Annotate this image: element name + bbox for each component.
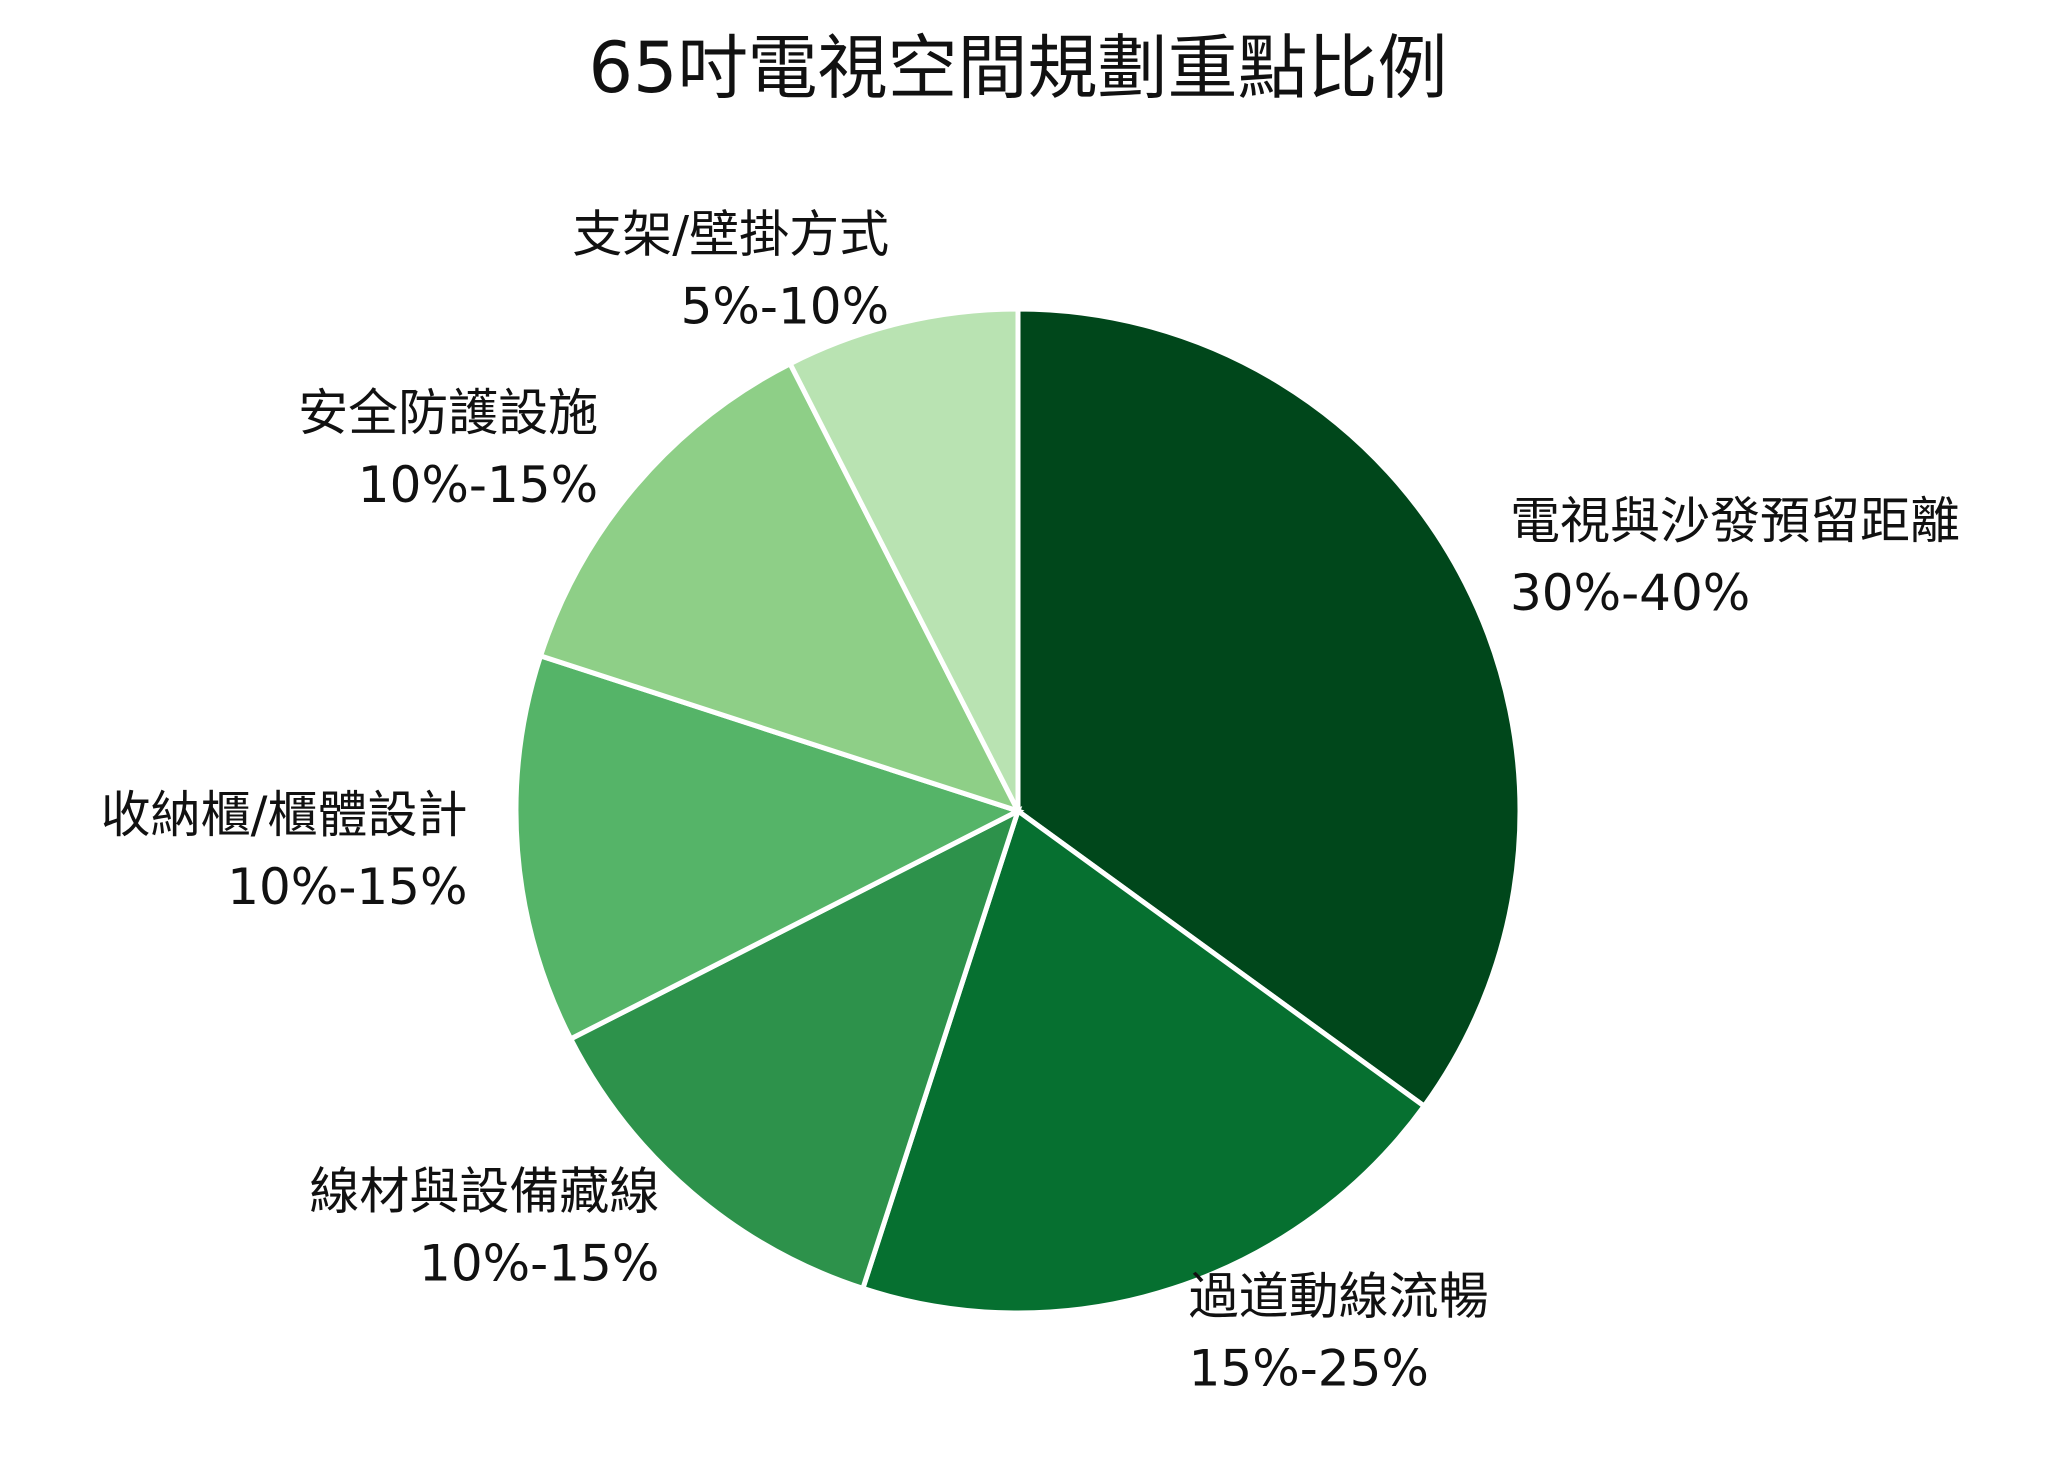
value-label: 5%-10%	[681, 278, 890, 336]
slice-label: 電視與沙發預留距離	[1510, 492, 1960, 550]
value-label: 30%-40%	[1510, 564, 1750, 622]
chart-title: 65吋電視空間規劃重點比例	[588, 27, 1447, 109]
pie-slice	[513, 652, 1025, 1043]
pie-slice	[859, 806, 1428, 1316]
slice-label: 過道動線流暢	[1189, 1268, 1489, 1326]
value-label: 10%-15%	[419, 1234, 659, 1292]
slice-label: 支架/壁掛方式	[572, 206, 889, 264]
value-label: 15%-25%	[1189, 1340, 1429, 1398]
pie-slice	[1015, 306, 1523, 1110]
value-label: 10%-15%	[227, 858, 467, 916]
pie-slice	[786, 306, 1021, 813]
slice-label: 安全防護設施	[298, 384, 598, 442]
pie-slice	[567, 806, 1023, 1292]
pie-slice	[537, 360, 1023, 816]
slice-label: 線材與設備藏線	[309, 1162, 659, 1220]
value-label: 10%-15%	[358, 456, 598, 514]
slice-label: 收納櫃/櫃體設計	[101, 786, 468, 844]
